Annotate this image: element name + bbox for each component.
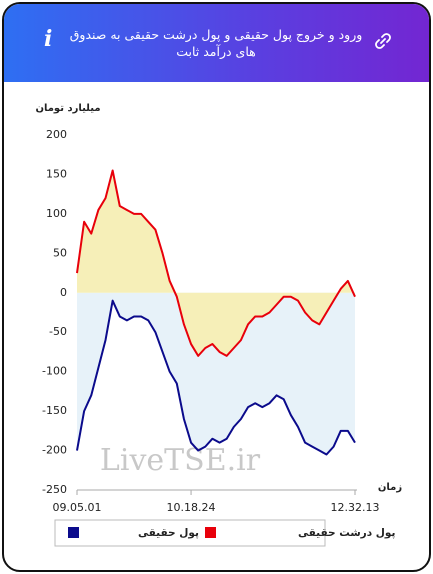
x-tick-label: 10.18.24	[167, 501, 216, 514]
x-axis-label: زمان	[378, 482, 402, 493]
legend-label: پول درشت حقیقی	[298, 527, 395, 539]
y-axis-label: میلیارد تومان	[35, 103, 100, 114]
series-area	[77, 170, 355, 356]
watermark: LiveTSE.ir	[100, 443, 261, 478]
x-tick-label: 12.32.13	[331, 501, 380, 514]
link-icon[interactable]	[374, 32, 392, 50]
series-area	[77, 292, 355, 455]
y-tick-label: -250	[42, 483, 67, 496]
legend-label: پول حقیقی	[138, 527, 199, 539]
y-tick-label: 50	[53, 246, 67, 259]
series-line	[76, 299, 356, 456]
y-tick-label: -200	[42, 444, 67, 457]
header-title: ورود و خروج پول حقیقی و پول درشت حقیقی ب…	[69, 27, 363, 59]
y-tick-label: 150	[46, 167, 67, 180]
y-tick-label: 0	[60, 286, 67, 299]
legend-swatch	[205, 527, 216, 538]
legend-box	[54, 519, 326, 547]
series-line	[76, 169, 356, 357]
legend-swatch	[68, 527, 79, 538]
y-tick-label: -150	[42, 404, 67, 417]
y-tick-label: -50	[49, 325, 67, 338]
x-tick-label: 09.05.01	[53, 501, 102, 514]
y-tick-label: -100	[42, 365, 67, 378]
info-icon[interactable]: i	[44, 26, 53, 52]
y-tick-label: 100	[46, 207, 67, 220]
y-tick-label: 200	[46, 128, 67, 141]
header: i ورود و خروج پول حقیقی و پول درشت حقیقی…	[4, 4, 429, 82]
